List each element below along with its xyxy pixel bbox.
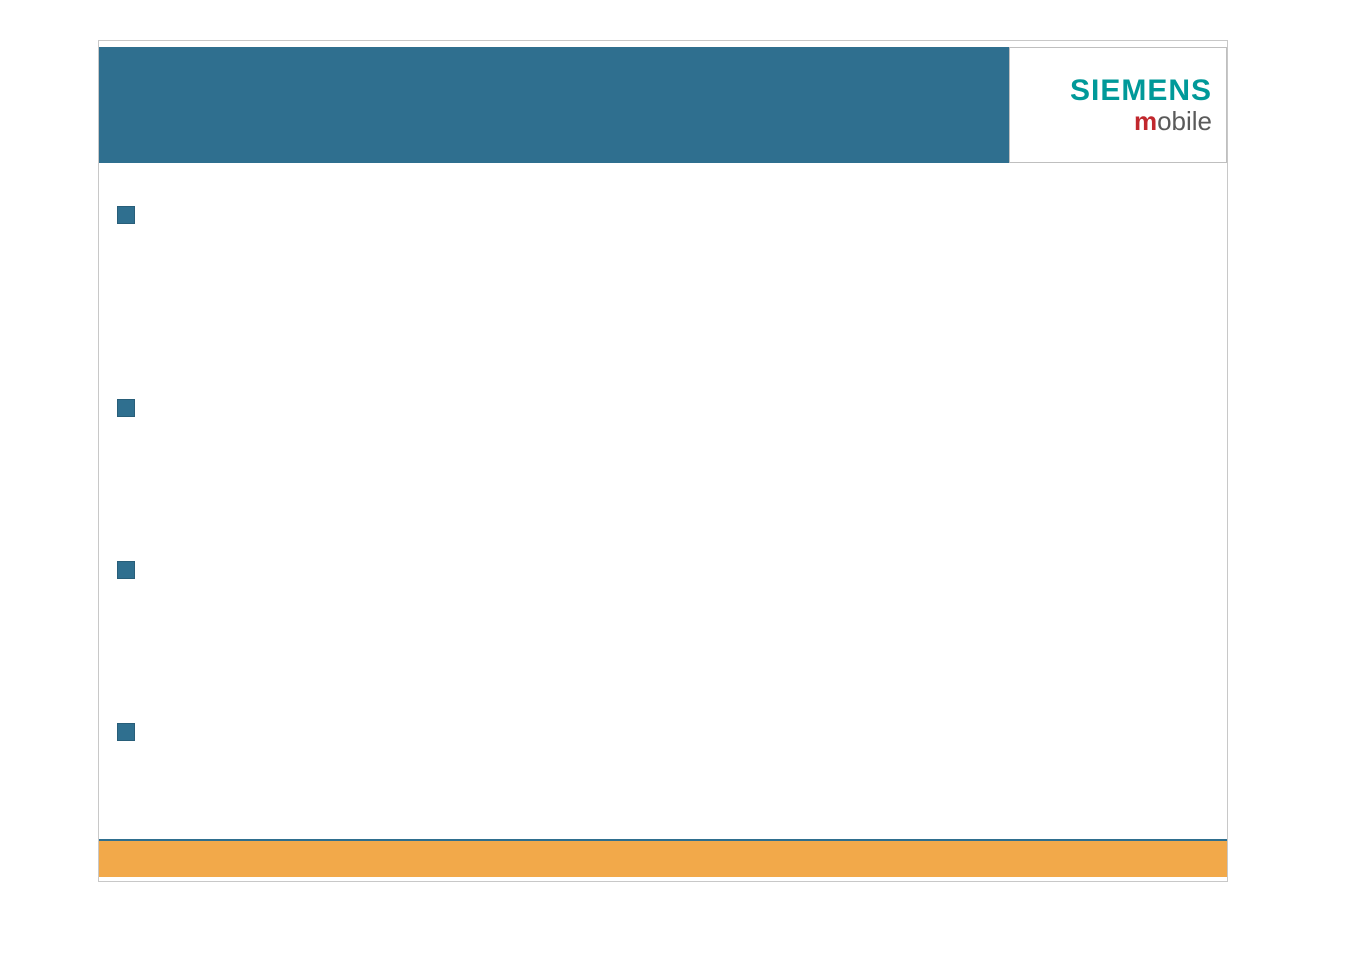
bullet-square-icon bbox=[117, 723, 135, 741]
logo-siemens-text: SIEMENS bbox=[1070, 76, 1212, 106]
header-blue-bar bbox=[99, 47, 1009, 163]
bullet-square-icon bbox=[117, 561, 135, 579]
logo-mobile-text: mobile bbox=[1134, 108, 1212, 134]
slide: SIEMENS mobile bbox=[98, 40, 1228, 882]
bullet-square-icon bbox=[117, 399, 135, 417]
logo-mobile-rest: obile bbox=[1157, 106, 1212, 136]
logo-mobile-m: m bbox=[1134, 106, 1157, 136]
slide-body bbox=[99, 163, 1227, 837]
logo-box: SIEMENS mobile bbox=[1009, 47, 1227, 163]
bullet-square-icon bbox=[117, 206, 135, 224]
slide-footer-bar bbox=[99, 839, 1227, 877]
page: SIEMENS mobile bbox=[0, 0, 1351, 954]
slide-header: SIEMENS mobile bbox=[99, 47, 1227, 163]
